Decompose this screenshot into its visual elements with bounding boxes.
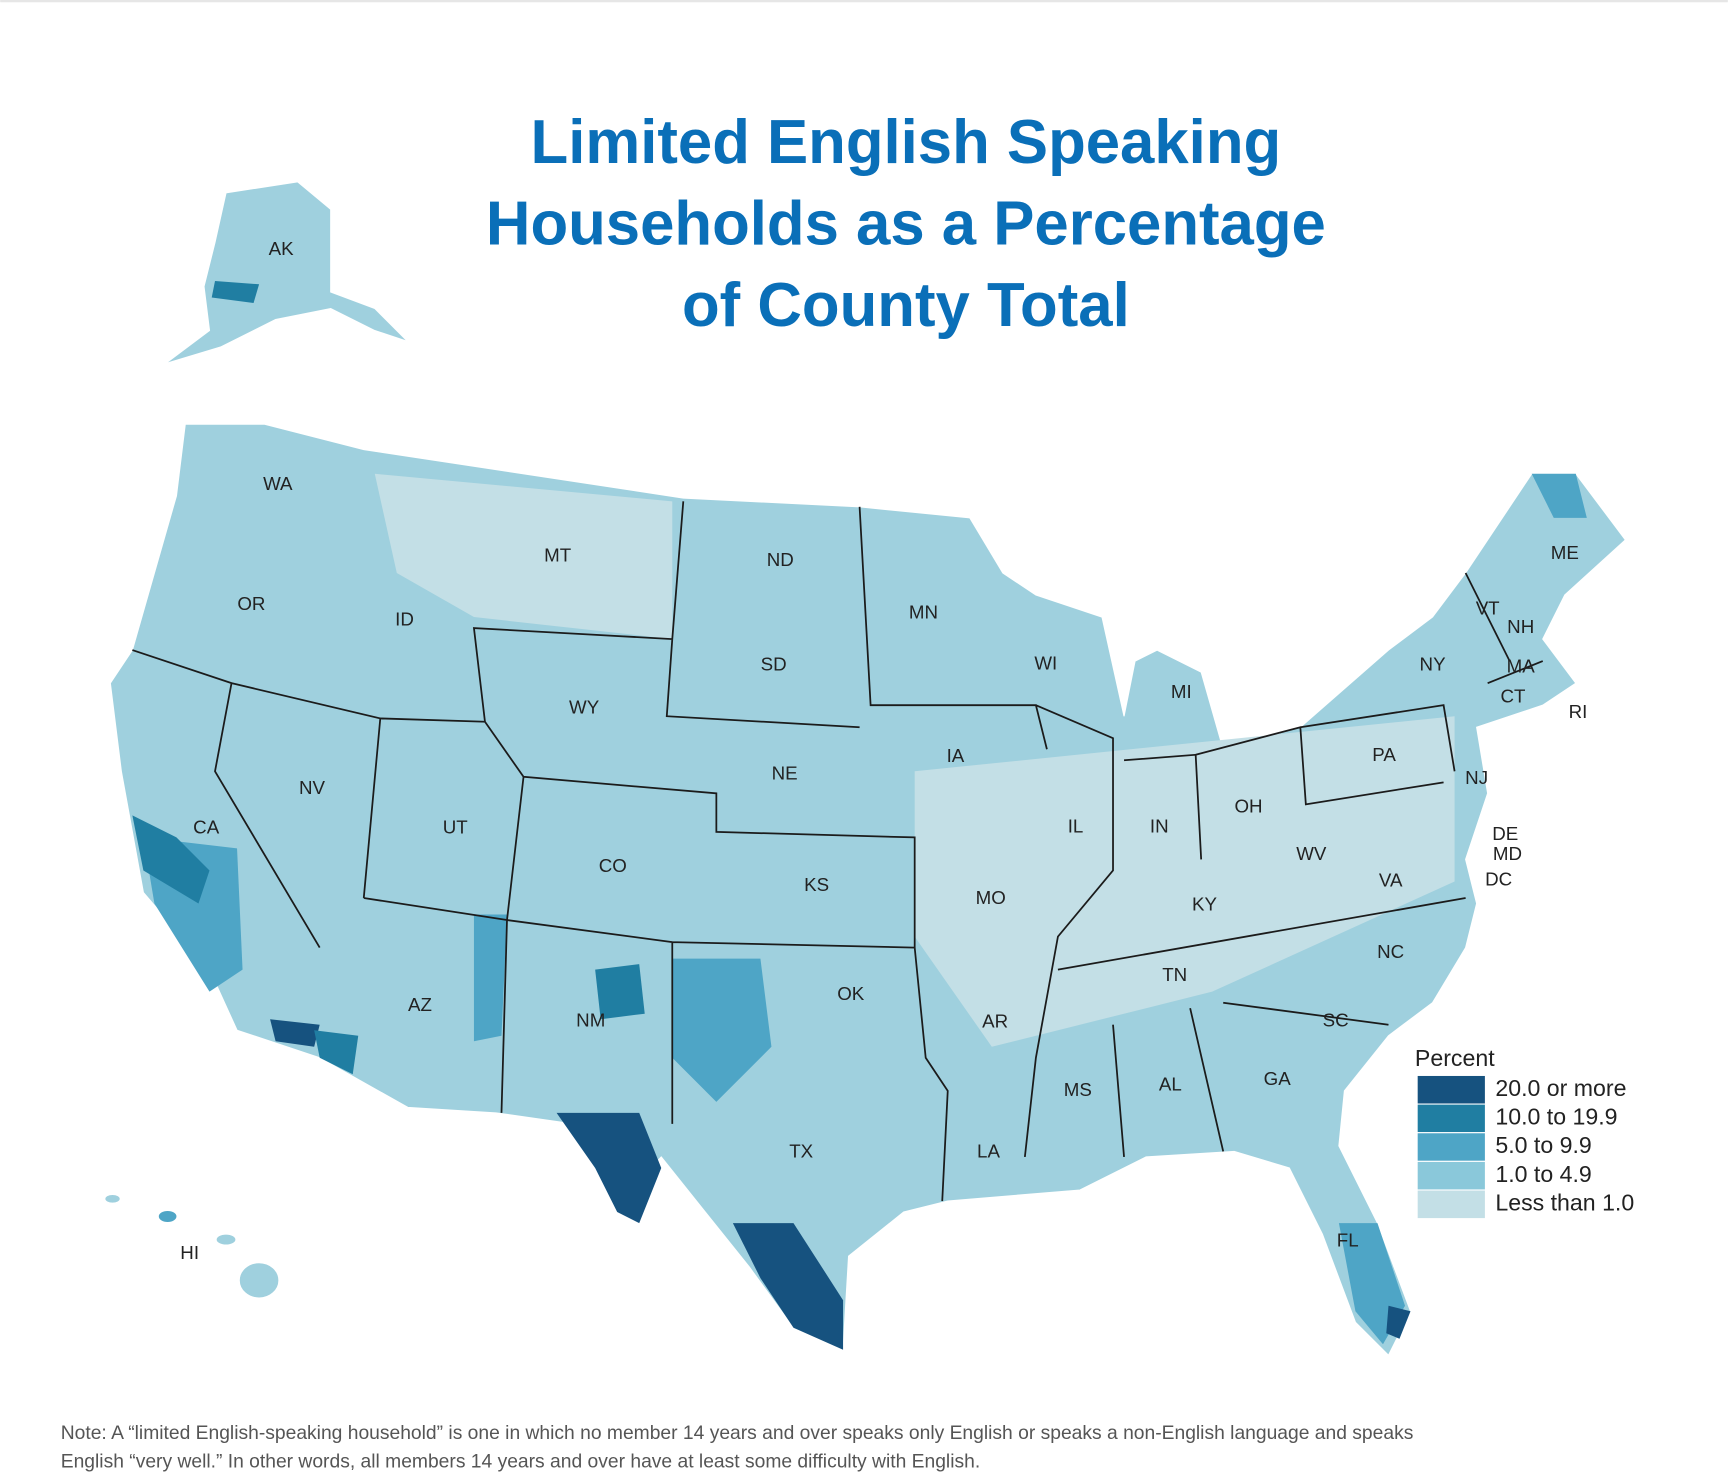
state-label: AZ [408,994,432,1015]
state-label: SC [1323,1009,1349,1030]
legend-swatch [1416,1132,1486,1162]
title-line: of County Total [682,271,1130,340]
note-line: Note: A “limited English-speaking househ… [61,1423,1414,1444]
state-label: TX [789,1140,813,1161]
state-labels: AK WA OR CA NV ID MT WY UT AZ CO NM ND SD NE KS OK TX MN IA… [180,238,1587,1263]
state-label: IL [1068,815,1084,836]
legend-swatch [1416,1103,1486,1134]
state-label: LA [977,1140,1000,1161]
state-label: MO [976,887,1006,908]
state-label: MN [909,602,938,623]
state-label: ID [395,608,414,629]
state-label: AR [982,1010,1008,1031]
state-label: WA [263,473,293,494]
legend-title: Percent [1415,1045,1495,1071]
state-label: VT [1476,597,1500,618]
mid-region [473,914,507,1042]
state-label: CT [1501,685,1526,706]
state-label: NH [1507,616,1534,637]
state-label: MI [1171,681,1192,702]
state-label: VA [1379,869,1403,890]
state-label: NC [1377,941,1404,962]
state-label: MA [1507,656,1536,677]
legend-label: 20.0 or more [1495,1075,1626,1101]
state-label: AK [269,238,294,259]
state-label: MS [1064,1079,1092,1100]
title-line: Limited English Speaking [531,108,1282,177]
hawaii-island [158,1210,177,1222]
state-label: DC [1485,868,1512,889]
state-label: IN [1150,815,1169,836]
state-label: OH [1235,796,1263,817]
light-region [914,716,1455,1047]
alaska [165,181,409,365]
map-shapes [104,181,1627,1357]
legend-label: Less than 1.0 [1495,1189,1634,1215]
state-label: NJ [1465,767,1488,788]
mid-region [672,958,772,1102]
state-label: ME [1551,542,1579,563]
state-label: NV [299,777,326,798]
hawaii-island [104,1193,121,1204]
legend-swatch [1416,1189,1486,1220]
state-label: WI [1034,652,1057,673]
lower-48 [109,423,1627,1357]
state-label: ND [767,549,794,570]
state-label: DE [1492,823,1518,844]
legend-label: 1.0 to 4.9 [1495,1161,1591,1187]
dark-region [132,815,210,904]
state-label: RI [1569,701,1588,722]
state-label: OK [837,983,865,1004]
dark-region [314,1030,359,1075]
note-line: English “very well.” In other words, all… [61,1452,980,1473]
state-label: NY [1420,653,1447,674]
state-label: KS [804,874,829,895]
state-label: IA [947,745,965,766]
state-label: NE [772,763,798,784]
mid-region [1531,473,1587,518]
state-label: TN [1162,964,1187,985]
state-label: AL [1159,1073,1182,1094]
state-label: OR [237,593,265,614]
state-label: CA [193,817,220,838]
legend-label: 5.0 to 9.9 [1495,1132,1591,1158]
state-label: GA [1264,1068,1292,1089]
hawaii-island [238,1262,280,1299]
state-label: UT [443,817,468,838]
legend-swatch [1416,1074,1486,1105]
state-label: WV [1296,843,1327,864]
state-label: KY [1192,894,1217,915]
darkest-region [270,1019,320,1047]
darkest-region [1386,1305,1411,1339]
state-label: MT [544,544,571,565]
legend-label: 10.0 to 19.9 [1495,1103,1617,1129]
state-label: HI [180,1242,199,1263]
state-label: NM [576,1009,605,1030]
state-label: SD [761,653,787,674]
hawaii-island [215,1233,237,1246]
darkest-region [732,1223,844,1350]
dark-region [211,280,260,304]
state-label: WY [569,696,600,717]
light-region [374,473,673,640]
state-label: MD [1493,843,1522,864]
legend-swatch [1416,1160,1486,1191]
title-line: Households as a Percentage [486,190,1326,259]
darkest-region [556,1112,662,1224]
state-label: PA [1372,744,1396,765]
dark-region [595,964,645,1020]
state-label: FL [1337,1230,1359,1251]
state-borders [132,501,1544,1202]
state-label: CO [599,855,627,876]
